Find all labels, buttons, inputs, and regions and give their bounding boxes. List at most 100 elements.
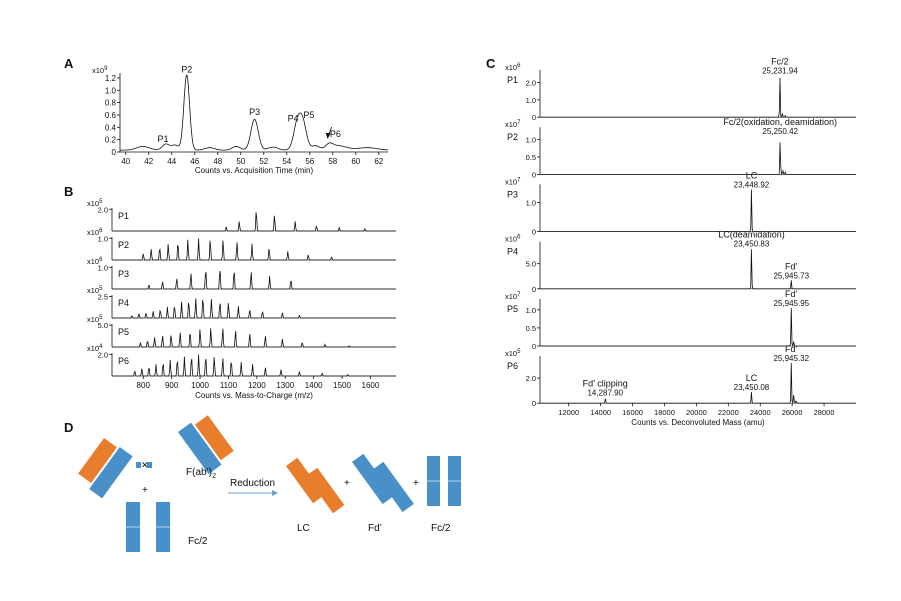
fc2-right-pair [427,456,461,506]
panel-label-b: B [64,184,73,199]
c-y-multiplier: x107 [505,292,521,301]
b-spectrum-trace [112,212,396,232]
reduction-label: Reduction [230,478,275,489]
b-x-tick-label: 1100 [220,381,238,390]
panel-label-d: D [64,420,73,435]
lc-fragments [286,457,345,514]
a-peak-label: P5 [303,110,314,120]
plus-sign-2: + [344,478,350,489]
c-x-tick-label: 20000 [686,408,707,417]
fd-chain-b [372,461,414,513]
a-x-tick-label: 54 [282,157,291,166]
fab-light-chain-left [78,438,117,484]
c-y-tick-label: 2.0 [526,78,536,87]
a-peak-label: P3 [249,107,260,117]
c-peak-annotation: Fd’ [785,289,798,299]
c-y-tick-label: 0 [532,113,536,122]
disulfide-icon: ✕ [141,460,149,470]
fab-heavy-chain-right [178,422,222,475]
a-y-multiplier: x109 [92,66,108,75]
a-x-tick-label: 52 [259,157,268,166]
c-x-tick-label: 22000 [718,408,739,417]
a-x-tick-label: 42 [144,157,153,166]
c-y-multiplier: x106 [505,235,521,244]
c-y-tick-label: 0 [532,170,536,179]
c-peak-mass: 25,945.32 [773,354,809,363]
c-peak-annotation: Fc/2(oxidation, deamidation) [723,117,837,127]
b-x-tick-label: 1500 [333,381,351,390]
b-series-label: P2 [118,240,129,250]
lc-chain-b [306,467,345,514]
c-peak-mass: 25,945.95 [774,299,810,308]
b-x-tick-label: 900 [165,381,179,390]
b-y-multiplier: x105 [87,199,103,208]
fc2-label-left: Fc/2 [188,536,208,547]
c-series-label: P1 [507,75,518,85]
panel-label-a: A [64,56,74,71]
c-peak-mass: 23,450.08 [734,383,770,392]
a-x-tick-label: 48 [213,157,222,166]
a-x-tick-label: 44 [167,157,176,166]
c-peak-annotation: Fd’ [785,261,798,271]
a-x-tick-label: 58 [328,157,337,166]
c-peak-mass: 25,945.73 [773,271,809,280]
c-peak-annotation: Fd’ [785,344,798,354]
a-y-tick-label: 0 [112,148,117,157]
b-series-label: P1 [118,211,129,221]
a-y-tick-label: 1.2 [105,74,117,83]
b-spectrum-trace [112,238,396,261]
c-x-tick-label: 28000 [814,408,835,417]
fab-heavy-chain-left [89,446,133,499]
a-peak-label: P2 [181,65,192,75]
a-chromatogram-trace [120,74,388,151]
a-y-tick-label: 0.6 [105,111,117,120]
panel-d-reduction-diagram: ✕ F(ab’)2 + Fc/2 Reduction LC + Fd’ + [78,415,461,552]
fd-fragments [352,453,414,513]
c-series-label: P4 [507,247,518,257]
c-peak-mass: 23,450.83 [734,240,770,249]
a-p6-arrow-head-icon [325,133,331,139]
b-y-tick-label: 2.5 [98,292,108,301]
c-y-tick-label: 0.5 [526,153,536,162]
c-y-tick-label: 1.0 [526,96,536,105]
b-y-tick-label: 2.0 [98,350,108,359]
a-y-tick-label: 1.0 [105,86,117,95]
b-y-tick-label: 1.0 [98,234,108,243]
c-peak-mass: 25,231.94 [762,66,798,75]
panel-c-deconvoluted-spectra: x106 0 1.0 2.0 P1 Fc/225,231.94 x107 0 0.5 1.0 P2 F… [505,56,856,427]
hinge-right [147,462,152,468]
lc-label: LC [297,523,310,534]
b-x-tick-label: 1600 [362,381,380,390]
c-y-tick-label: 1.0 [526,198,536,207]
b-y-multiplier: x106 [87,257,103,266]
a-peak-label: P4 [288,113,299,123]
c-spectrum-trace [540,249,856,290]
c-series-label: P2 [507,132,518,142]
c-y-tick-label: 1.0 [526,136,536,145]
b-spectrum-trace [112,354,396,377]
c-y-multiplier: x107 [505,120,521,129]
c-x-tick-label: 24000 [750,408,771,417]
a-peak-label: P1 [158,134,169,144]
c-series-label: P3 [507,189,518,199]
b-x-tick-label: 1400 [305,381,323,390]
c-y-multiplier: x107 [505,177,521,186]
lc-chain-a [286,457,325,504]
b-series-label: P3 [118,269,129,279]
b-y-tick-label: 1.0 [98,263,108,272]
hinge-left [136,462,141,468]
a-x-axis-title: Counts vs. Acquisition Time (min) [195,166,314,175]
b-y-multiplier: x105 [87,315,103,324]
b-spectrum-trace [112,298,396,319]
c-spectrum-trace [540,77,856,119]
plus-sign-3: + [413,478,419,489]
c-y-tick-label: 1.0 [526,306,536,315]
c-peak-annotation: LC [746,170,758,180]
a-y-tick-label: 0.8 [105,99,117,108]
c-peak-mass: 14,287.90 [587,389,623,398]
arrow-head-icon [272,490,278,496]
c-y-tick-label: 0.5 [526,324,536,333]
plus-sign-1: + [142,485,148,496]
panel-a-chromatogram: x109 0 0.2 0.4 0.6 0.8 1.0 1.2 40 42 44 46 48 50 52 54 5… [92,65,388,175]
